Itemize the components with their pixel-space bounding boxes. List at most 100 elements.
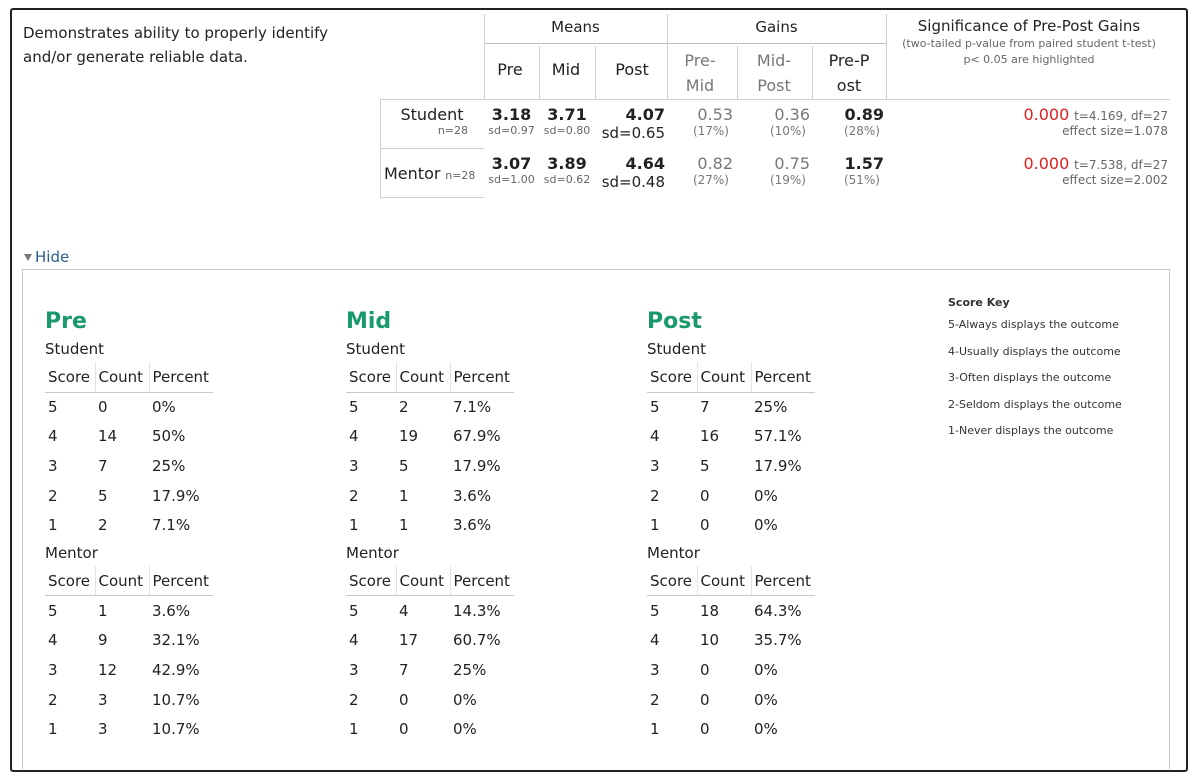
mentor-t-stat: t=7.538, df=27 [1074, 158, 1168, 172]
count-cell: 0 [700, 690, 710, 709]
table-row: 1 0 0% [647, 510, 815, 540]
score-cell: 3 [48, 456, 58, 475]
percent-cell: 50% [152, 427, 186, 446]
percent-cell: 0% [754, 516, 778, 535]
col-header-mid-post: Mid-Post [742, 48, 806, 98]
score-key: Score Key 5-Always displays the outcome … [948, 296, 1122, 451]
row-label-student: Student n=28 [382, 105, 482, 137]
header-percent: Percent [750, 565, 815, 597]
col-header-pre-mid-label: Pre-Mid [684, 51, 716, 95]
triangle-down-icon [24, 254, 32, 261]
hide-toggle-label: Hide [35, 248, 70, 266]
header-count: Count [696, 362, 751, 393]
table-row: 3 0 0% [647, 655, 815, 685]
percent-cell: 10.7% [152, 690, 200, 709]
score-cell: 4 [48, 631, 58, 650]
score-cell: 5 [48, 398, 58, 417]
score-cell: 4 [48, 427, 58, 446]
table-row: 3 7 25% [346, 655, 514, 685]
percent-cell: 25% [152, 456, 186, 475]
student-significance: 0.000 t=4.169, df=27 effect size=1.078 [888, 105, 1168, 138]
percent-cell: 3.6% [453, 486, 492, 505]
student-t-stat: t=4.169, df=27 [1074, 109, 1168, 123]
count-cell: 5 [700, 456, 710, 475]
mentor-gain-pre-mid-value: 0.82 [697, 154, 733, 173]
table-row: 4 9 32.1% [45, 626, 213, 656]
mentor-gain-pre-mid-pct: (27%) [692, 173, 729, 187]
percent-cell: 3.6% [453, 516, 492, 535]
percent-cell: 17.9% [754, 456, 802, 475]
group-label-student: Student [45, 340, 105, 358]
score-key-item: 3-Often displays the outcome [948, 371, 1112, 385]
score-cell: 3 [48, 660, 58, 679]
student-post-value: 4.07 [625, 105, 665, 124]
count-cell: 9 [98, 631, 108, 650]
score-cell: 5 [650, 602, 660, 621]
score-cell: 3 [349, 660, 359, 679]
outcome-description: Demonstrates ability to properly identif… [23, 24, 329, 66]
significance-title: Significance of Pre-Post Gains [917, 17, 1141, 35]
col-header-pre-post: Pre-Post [817, 48, 881, 98]
table-row: 2 0 0% [647, 481, 815, 511]
mentor-distribution-table: Score Count Percent 5 4 14.3% 4 17 60.7% 3 7 25% 2 0 0… [346, 565, 514, 744]
hide-toggle[interactable]: Hide [24, 248, 69, 266]
header-score: Score [45, 362, 95, 393]
count-cell: 19 [399, 427, 419, 446]
table-row: 1 0 0% [647, 714, 815, 744]
score-cell: 4 [349, 631, 359, 650]
mentor-significance: 0.000 t=7.538, df=27 effect size=2.002 [888, 154, 1168, 187]
count-cell: 14 [98, 427, 118, 446]
mentor-gain-mid-post-pct: (19%) [769, 173, 806, 187]
score-key-item: 4-Usually displays the outcome [948, 344, 1121, 358]
group-label-mentor: Mentor [45, 543, 98, 562]
table-row: 5 2 7.1% [346, 392, 514, 422]
table-row: 1 0 0% [346, 714, 514, 744]
table-row: 4 10 35.7% [647, 626, 815, 656]
count-cell: 10 [700, 631, 720, 650]
score-key-item: 5-Always displays the outcome [948, 318, 1119, 331]
percent-cell: 60.7% [453, 631, 501, 650]
count-cell: 16 [700, 427, 720, 446]
student-mid-mean: 3.71 sd=0.80 [539, 105, 595, 137]
percent-cell: 64.3% [754, 602, 802, 621]
mentor-distribution-table: Score Count Percent 5 18 64.3% 4 10 35.7% 3 0 0% 2 0 0… [647, 565, 815, 744]
student-gain-pre-post: 0.89 (28%) [812, 105, 884, 138]
score-cell: 2 [650, 690, 660, 709]
distribution-column-post: Post Student Score Count Percent 5 7 25% 4 16 57.1… [647, 308, 815, 744]
score-cell: 5 [48, 602, 58, 621]
table-row: 2 1 3.6% [346, 481, 514, 511]
distribution-column-mid: Mid Student Score Count Percent 5 2 7.1% 4 19 67.9… [346, 308, 514, 744]
col-header-pre-mid: Pre-Mid [672, 48, 728, 98]
table-row: 2 0 0% [346, 685, 514, 715]
score-key-item: 2-Seldom displays the outcome [948, 397, 1122, 411]
row-label-mentor: Mentor n=28 [384, 164, 484, 183]
score-cell: 1 [48, 720, 58, 739]
header-score: Score [647, 565, 697, 597]
score-cell: 3 [650, 456, 660, 475]
score-cell: 2 [349, 486, 359, 505]
header-count: Count [696, 565, 751, 597]
student-mid-sd: sd=0.80 [543, 124, 591, 137]
gains-header: Gains [667, 14, 886, 44]
distribution-title-mid: Mid [346, 309, 392, 334]
count-cell: 0 [700, 720, 710, 739]
row-label-student-n: n=28 [437, 124, 468, 137]
mentor-gain-pre-post-value: 1.57 [844, 154, 884, 173]
count-cell: 7 [98, 456, 108, 475]
mentor-mid-value: 3.89 [547, 154, 587, 173]
percent-cell: 10.7% [152, 720, 200, 739]
count-cell: 17 [399, 631, 419, 650]
col-header-mid-post-label: Mid-Post [756, 51, 792, 95]
mentor-p-value: 0.000 [1023, 154, 1070, 173]
percent-cell: 0% [754, 690, 778, 709]
count-cell: 18 [700, 602, 720, 621]
significance-subtitle: (two-tailed p-value from paired student … [902, 37, 1156, 50]
student-effect-size: effect size=1.078 [1062, 124, 1168, 138]
count-cell: 0 [399, 690, 409, 709]
percent-cell: 32.1% [152, 631, 200, 650]
distribution-title-post: Post [647, 309, 702, 334]
table-row: 3 12 42.9% [45, 655, 213, 685]
percent-cell: 0% [453, 690, 477, 709]
percent-cell: 42.9% [152, 660, 200, 679]
count-cell: 1 [399, 486, 409, 505]
